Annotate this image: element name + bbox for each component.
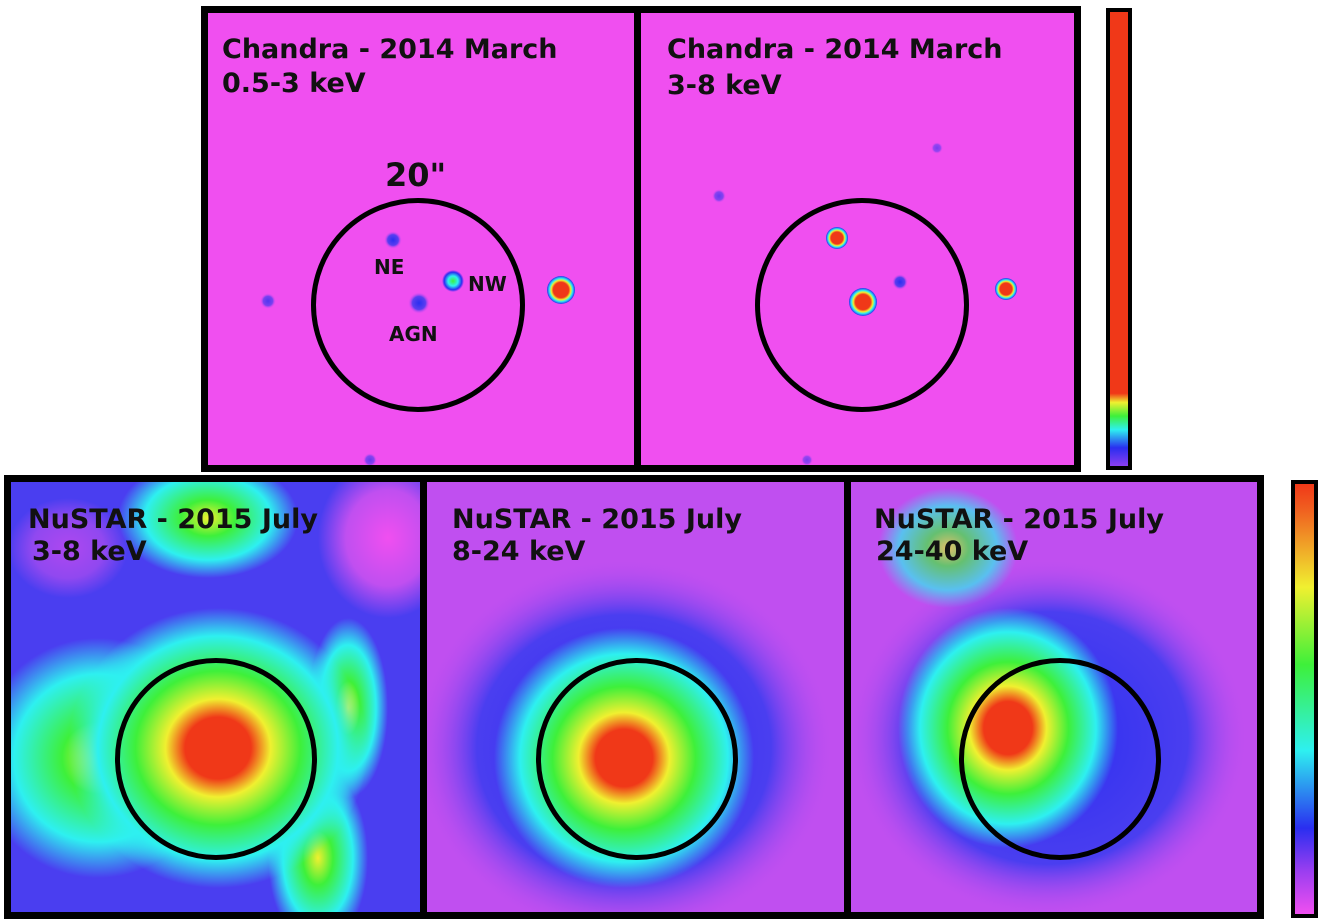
- nustar-8-24-band: 8-24 keV: [452, 536, 586, 567]
- agn-label: AGN: [389, 322, 438, 346]
- ne-label: NE: [374, 255, 405, 279]
- nustar-3-8-title: NuSTAR - 2015 July: [28, 504, 318, 535]
- aperture-circle: [311, 198, 525, 412]
- aperture-circle: [115, 658, 317, 860]
- chandra-divider: [634, 6, 641, 472]
- nustar-3-8-panel: NuSTAR - 2015 July 3-8 keV: [8, 478, 424, 916]
- nustar-colorbar: [1291, 480, 1318, 918]
- nustar-8-24-panel: NuSTAR - 2015 July 8-24 keV: [424, 478, 848, 916]
- chandra-hard-title: Chandra - 2014 March: [667, 34, 1003, 65]
- nustar-8-24-title: NuSTAR - 2015 July: [452, 504, 742, 535]
- east-source: [547, 276, 575, 304]
- nustar-3-8-band: 3-8 keV: [32, 536, 147, 567]
- nustar-24-40-band: 24-40 keV: [876, 536, 1029, 567]
- chandra-colorbar: [1106, 8, 1132, 470]
- nw-label: NW: [468, 272, 507, 296]
- chandra-soft-panel: Chandra - 2014 March 0.5-3 keV 20" NE NW…: [205, 10, 637, 468]
- east-source-hard: [995, 278, 1017, 300]
- aperture-circle: [536, 658, 738, 860]
- chandra-hard-panel: Chandra - 2014 March 3-8 keV: [637, 10, 1077, 468]
- nustar-divider-2: [844, 475, 851, 919]
- chandra-soft-title: Chandra - 2014 March: [222, 34, 558, 65]
- scale-bar-label: 20": [385, 156, 447, 194]
- nustar-divider-1: [420, 475, 427, 919]
- chandra-soft-band: 0.5-3 keV: [222, 68, 366, 99]
- nustar-24-40-panel: NuSTAR - 2015 July 24-40 keV: [848, 478, 1260, 916]
- chandra-hard-band: 3-8 keV: [667, 70, 782, 101]
- aperture-circle: [959, 658, 1161, 860]
- nustar-24-40-title: NuSTAR - 2015 July: [874, 504, 1164, 535]
- aperture-circle: [755, 198, 969, 412]
